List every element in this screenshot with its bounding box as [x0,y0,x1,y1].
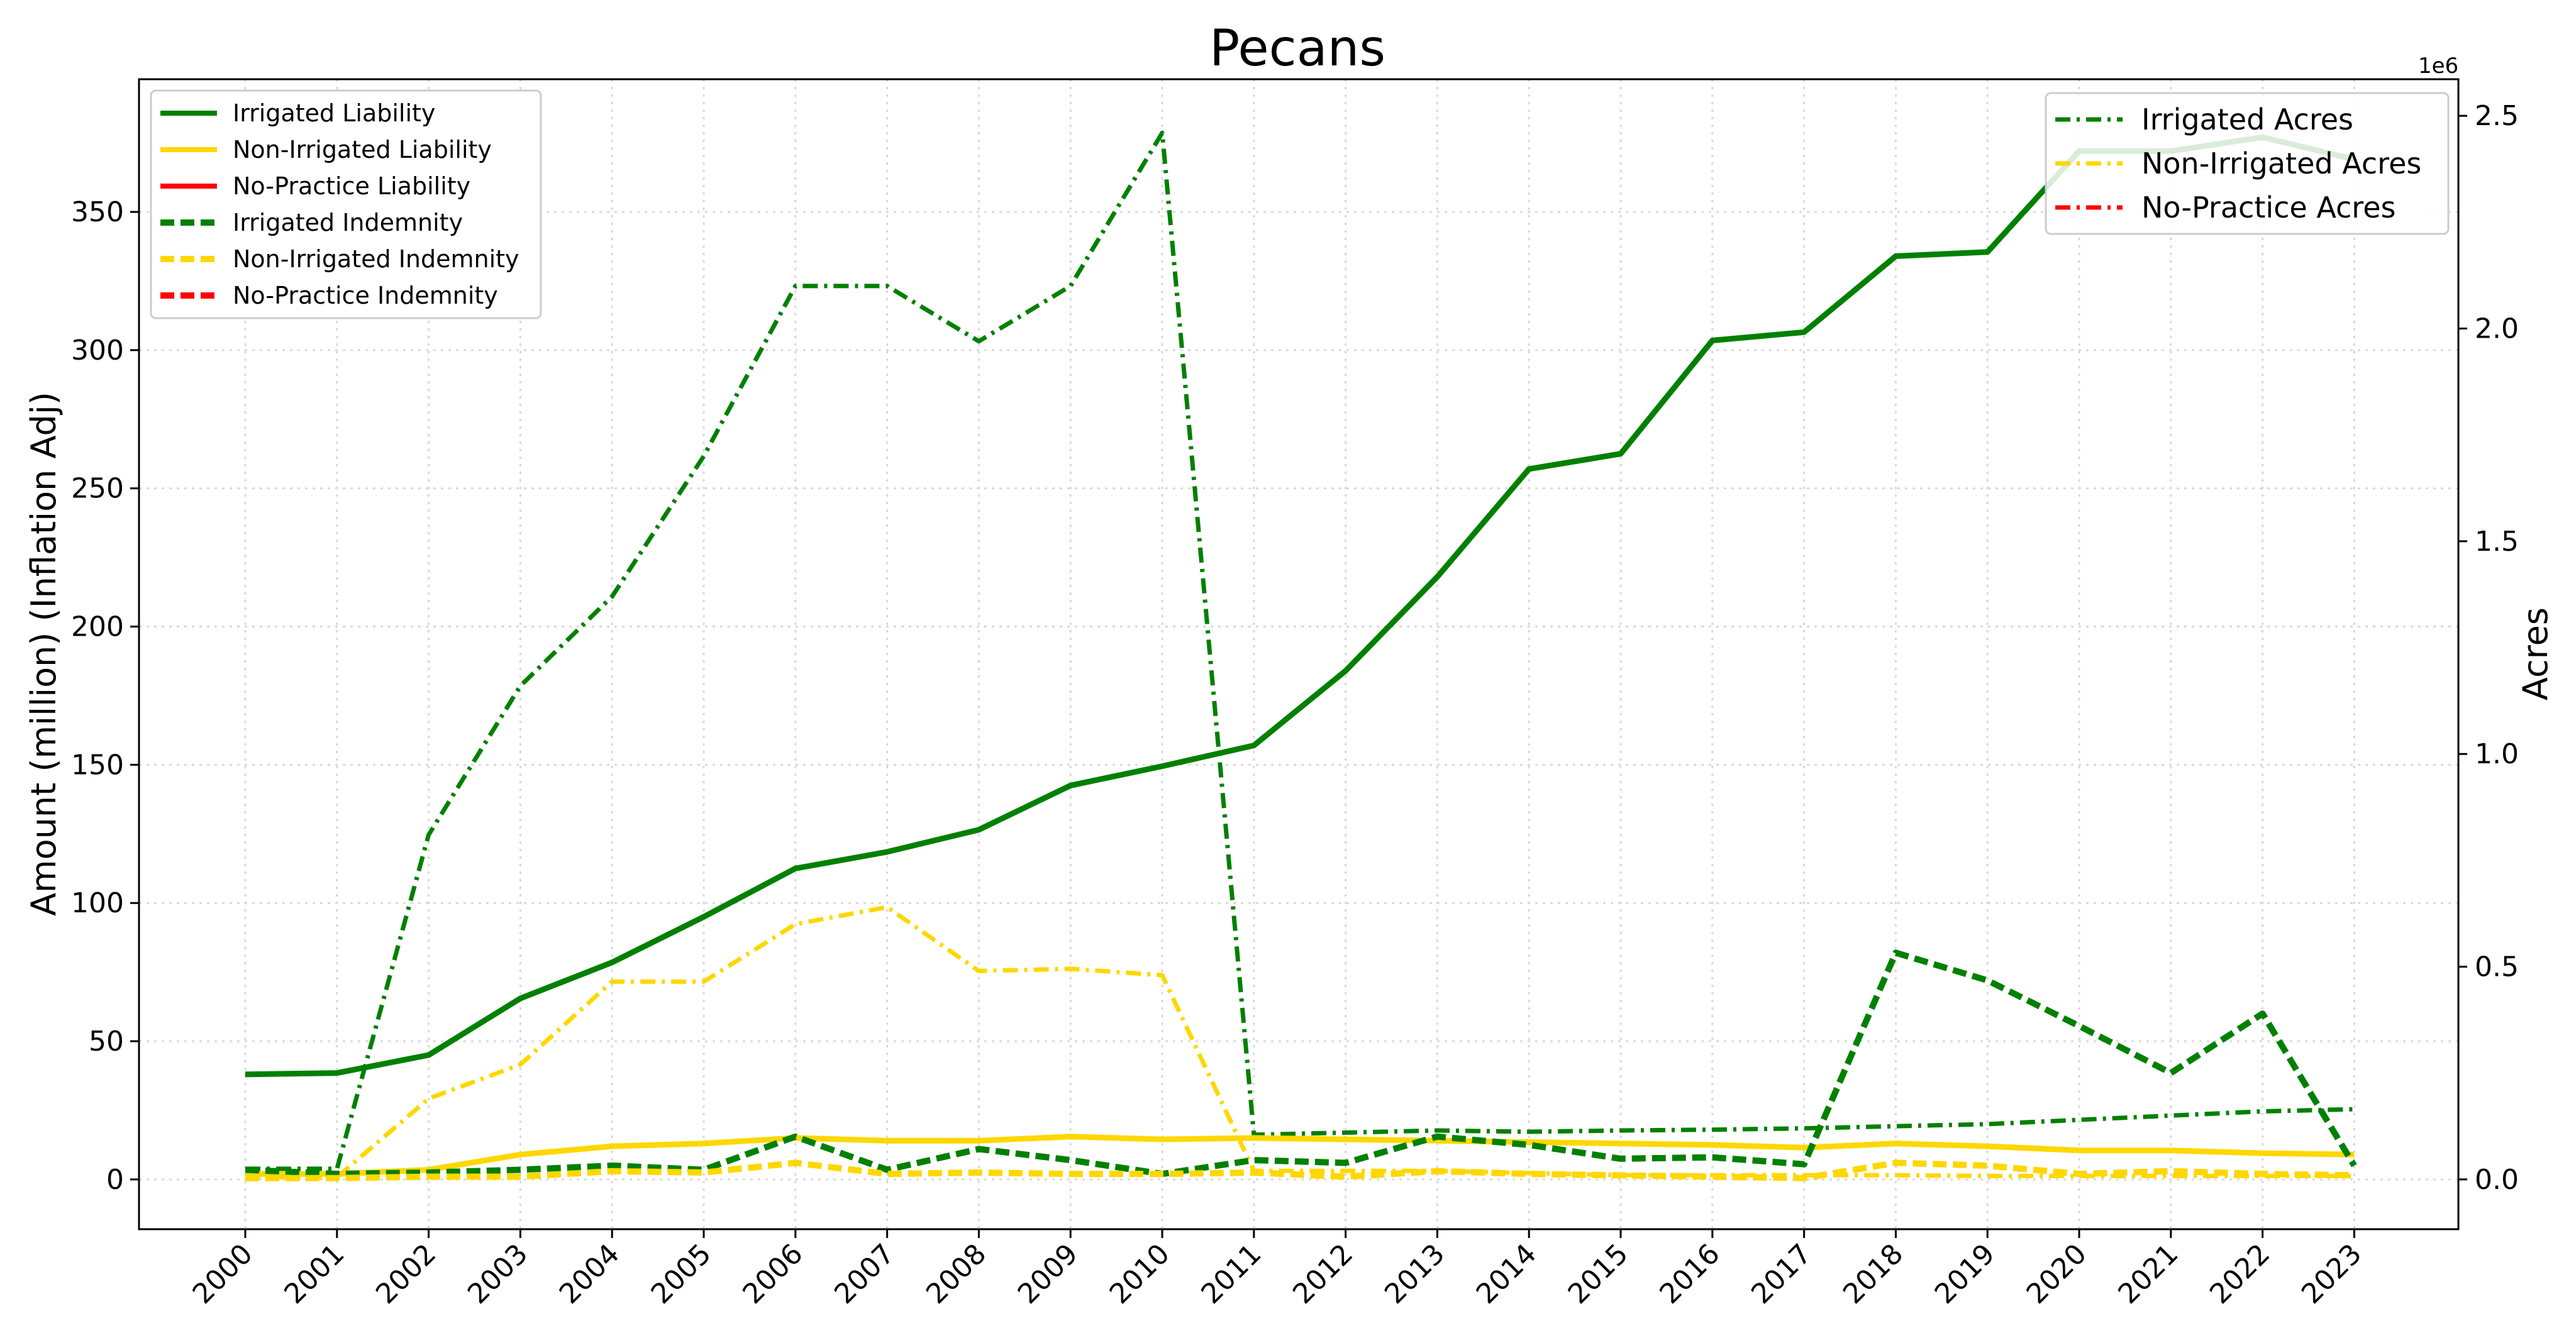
y-tick-label: 0 [106,1164,124,1196]
y2-axis-label: Acres [2516,607,2555,700]
y2-offset-text: 1e6 [2418,53,2458,79]
legend-right: Irrigated Acres Non-Irrigated Acres No-Pra… [2045,92,2450,235]
grid [139,79,2458,1229]
series-line-irrigated-acres [245,130,2355,1171]
legend-label: No-Practice Liability [233,172,470,200]
y-tick-label: 150 [71,749,124,781]
series-line-non-irrigated-acres [245,905,2355,1180]
y-tick-label: 50 [89,1025,124,1058]
y2-tick-label: 2.0 [2475,313,2519,345]
legend-label: Non-Irrigated Liability [233,136,492,163]
legend-label: No-Practice Acres [2141,191,2396,224]
y-tick-label: 200 [71,611,124,643]
y2-tick-label: 0.0 [2475,1164,2519,1196]
legend-label: Non-Irrigated Acres [2141,146,2421,180]
legend-left-box [150,89,542,319]
y2-tick-label: 0.5 [2475,951,2519,983]
legend-label: Irrigated Acres [2141,102,2353,136]
y-axis-label: Amount (million) (Inflation Adj) [24,392,64,916]
y-tick-label: 300 [71,334,124,367]
legend-label: Non-Irrigated Indemnity [233,245,519,273]
series-line-irrigated-liability [245,134,2355,1078]
legend-left: Irrigated Liability Non-Irrigated Liabili… [150,89,542,319]
y2-tick-label: 2.5 [2475,100,2519,132]
series-line-non-irrigated-liability [245,1134,2355,1177]
plot-frame [138,78,2460,1230]
series-line-non-irrigated-indemnity [245,1159,2355,1181]
series-line-irrigated-indemnity [245,949,2357,1178]
legend-label: Irrigated Liability [233,99,435,127]
legend-label: No-Practice Indemnity [233,282,498,309]
legend-right-box [2045,92,2450,235]
legend-label: Irrigated Indemnity [233,209,463,236]
y2-tick-label: 1.5 [2475,526,2519,558]
y-tick-label: 100 [71,887,124,919]
series-lines [245,130,2357,1181]
y2-tick-label: 1.0 [2475,738,2519,770]
y-tick-label: 250 [71,473,124,505]
y-tick-label: 350 [71,196,124,228]
chart-title: Pecans [1209,19,1385,77]
